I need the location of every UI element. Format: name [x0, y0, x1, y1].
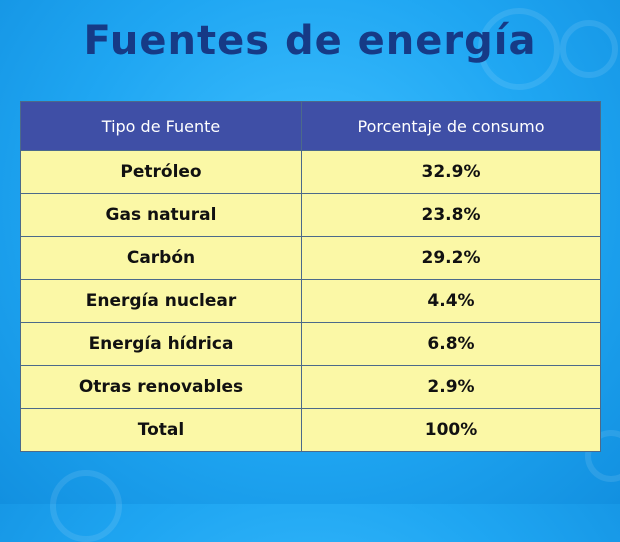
percentage-cell: 4.4% — [301, 279, 601, 323]
source-type-cell: Carbón — [20, 236, 302, 280]
source-type-cell: Petróleo — [20, 150, 302, 194]
background-decoration — [50, 470, 122, 542]
source-type-cell: Energía nuclear — [20, 279, 302, 323]
table-row: Otras renovables 2.9% — [20, 365, 601, 409]
column-header-consumption-percentage: Porcentaje de consumo — [301, 101, 601, 151]
percentage-cell: 6.8% — [301, 322, 601, 366]
column-header-source-type: Tipo de Fuente — [20, 101, 302, 151]
page-title: Fuentes de energía — [83, 18, 537, 64]
percentage-cell: 100% — [301, 408, 601, 452]
table-row: Energía hídrica 6.8% — [20, 322, 601, 366]
source-type-cell: Total — [20, 408, 302, 452]
source-type-cell: Gas natural — [20, 193, 302, 237]
percentage-cell: 29.2% — [301, 236, 601, 280]
percentage-cell: 23.8% — [301, 193, 601, 237]
energy-sources-table: Tipo de Fuente Porcentaje de consumo Pet… — [20, 101, 601, 452]
table-row: Gas natural 23.8% — [20, 193, 601, 237]
background-decoration — [585, 430, 620, 482]
table-header-row: Tipo de Fuente Porcentaje de consumo — [20, 101, 601, 151]
table-row: Carbón 29.2% — [20, 236, 601, 280]
table-row: Total 100% — [20, 408, 601, 452]
source-type-cell: Energía hídrica — [20, 322, 302, 366]
percentage-cell: 2.9% — [301, 365, 601, 409]
percentage-cell: 32.9% — [301, 150, 601, 194]
background-decoration — [478, 8, 560, 90]
table-row: Energía nuclear 4.4% — [20, 279, 601, 323]
background-decoration — [560, 20, 618, 78]
source-type-cell: Otras renovables — [20, 365, 302, 409]
table-row: Petróleo 32.9% — [20, 150, 601, 194]
table-body: Petróleo 32.9% Gas natural 23.8% Carbón 29.2%… — [20, 150, 601, 452]
